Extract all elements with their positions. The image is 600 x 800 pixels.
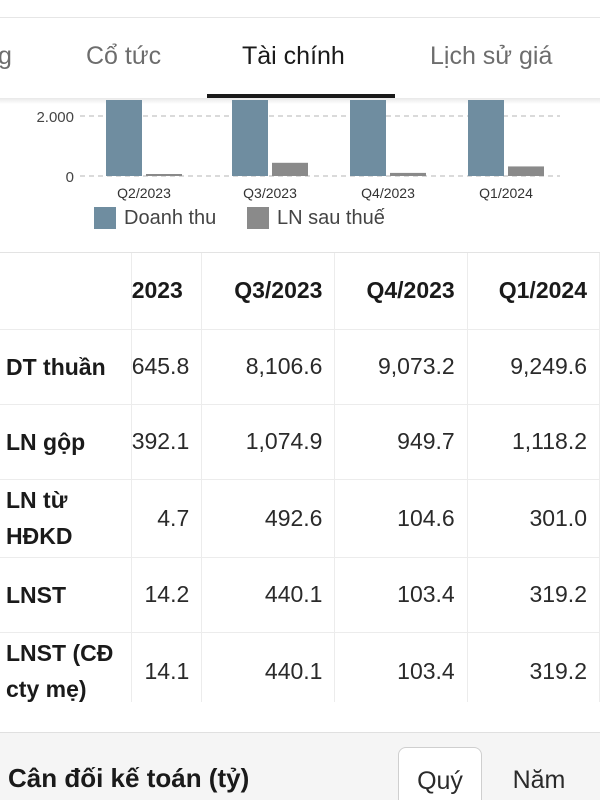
yearly-button[interactable]: Năm — [512, 766, 566, 794]
bar-revenue — [232, 100, 268, 176]
row-label: DT thuần — [0, 329, 132, 405]
table-cell: 319.2 — [467, 632, 600, 711]
bar-profit — [508, 166, 544, 176]
bar-revenue — [350, 100, 386, 176]
tab-financials[interactable]: Tài chính — [242, 42, 345, 70]
legend-label-profit: LN sau thuế — [277, 206, 385, 229]
chart-svg: 2.000 0 Q2/2023 Q3/2023 Q4/2023 Q1/2024 — [36, 100, 560, 201]
financial-table-container: 2023 Q3/2023 Q4/2023 Q1/2024 DT thuần 64… — [0, 252, 600, 711]
section-title: Cân đối kế toán (tỷ) — [8, 763, 250, 793]
column-header: Q4/2023 — [334, 253, 468, 330]
column-header: Q3/2023 — [201, 253, 336, 330]
table-row: LN từ HĐKD 4.7 492.6 104.6 301.0 — [0, 479, 600, 558]
legend-item-profit[interactable]: LN sau thuế — [247, 205, 385, 231]
table-cell: 1,074.9 — [201, 404, 336, 480]
row-label: LN gộp — [0, 404, 132, 480]
active-tab-indicator — [207, 94, 395, 98]
top-edge — [0, 0, 600, 18]
tab-bar: g Cổ tức Tài chính Lịch sử giá — [0, 18, 600, 98]
legend-item-revenue[interactable]: Doanh thu — [94, 205, 216, 231]
table-cell: 949.7 — [334, 404, 468, 480]
financial-chart: 2.000 0 Q2/2023 Q3/2023 Q4/2023 Q1/2024 — [0, 100, 600, 240]
table-cell: 392.1 — [131, 404, 203, 480]
row-label: LNST (CĐ cty mẹ) — [0, 632, 132, 711]
x-tick-label: Q2/2023 — [117, 185, 171, 201]
row-label: LNST — [0, 557, 132, 633]
bar-profit — [272, 162, 308, 176]
y-tick-label: 2.000 — [36, 109, 74, 126]
table-cell: 645.8 — [131, 329, 203, 405]
table-row: DT thuần 645.8 8,106.6 9,073.2 9,249.6 — [0, 329, 600, 405]
table-row: LNST (CĐ cty mẹ) 14.1 440.1 103.4 319.2 — [0, 632, 600, 711]
table-cell: 1,118.2 — [467, 404, 600, 480]
table-cell: 440.1 — [201, 557, 336, 633]
legend-label-revenue: Doanh thu — [124, 206, 217, 229]
x-tick-label: Q1/2024 — [479, 185, 533, 201]
table-cell: 440.1 — [201, 632, 336, 711]
column-header: 2023 — [131, 253, 203, 330]
bar-profit — [146, 174, 182, 176]
table-header-row: 2023 Q3/2023 Q4/2023 Q1/2024 — [0, 253, 600, 330]
table-cell: 14.1 — [131, 632, 203, 711]
table-cell: 104.6 — [334, 479, 468, 558]
balance-sheet-header: Cân đối kế toán (tỷ) Quý Năm — [0, 732, 600, 800]
bar-revenue — [468, 100, 504, 176]
tab-price-history[interactable]: Lịch sử giá — [430, 42, 553, 70]
section-gap — [0, 702, 600, 732]
table-row: LN gộp 392.1 1,074.9 949.7 1,118.2 — [0, 404, 600, 480]
legend-swatch-revenue — [94, 207, 116, 229]
table-cell: 4.7 — [131, 479, 203, 558]
bar-revenue — [106, 100, 142, 176]
table-cell: 14.2 — [131, 557, 203, 633]
table-cell: 9,249.6 — [467, 329, 600, 405]
column-header: Q1/2024 — [467, 253, 600, 330]
row-label: LN từ HĐKD — [0, 479, 132, 558]
table-cell: 301.0 — [467, 479, 600, 558]
table-cell: 103.4 — [334, 632, 468, 711]
table-row: LNST 14.2 440.1 103.4 319.2 — [0, 557, 600, 633]
table-cell: 492.6 — [201, 479, 336, 558]
x-tick-label: Q4/2023 — [361, 185, 415, 201]
bar-profit — [390, 172, 426, 176]
header-label-cell — [0, 253, 132, 330]
quarterly-button[interactable]: Quý — [398, 747, 482, 800]
table-cell: 9,073.2 — [334, 329, 468, 405]
table-cell: 319.2 — [467, 557, 600, 633]
legend-swatch-profit — [247, 207, 269, 229]
tab-previous[interactable]: g — [0, 42, 12, 70]
table-cell: 103.4 — [334, 557, 468, 633]
y-tick-label: 0 — [66, 169, 74, 186]
table-cell: 8,106.6 — [201, 329, 336, 405]
tabs-shadow — [0, 98, 600, 104]
financial-table: 2023 Q3/2023 Q4/2023 Q1/2024 DT thuần 64… — [0, 253, 600, 711]
x-tick-label: Q3/2023 — [243, 185, 297, 201]
tab-dividends[interactable]: Cổ tức — [86, 42, 162, 70]
